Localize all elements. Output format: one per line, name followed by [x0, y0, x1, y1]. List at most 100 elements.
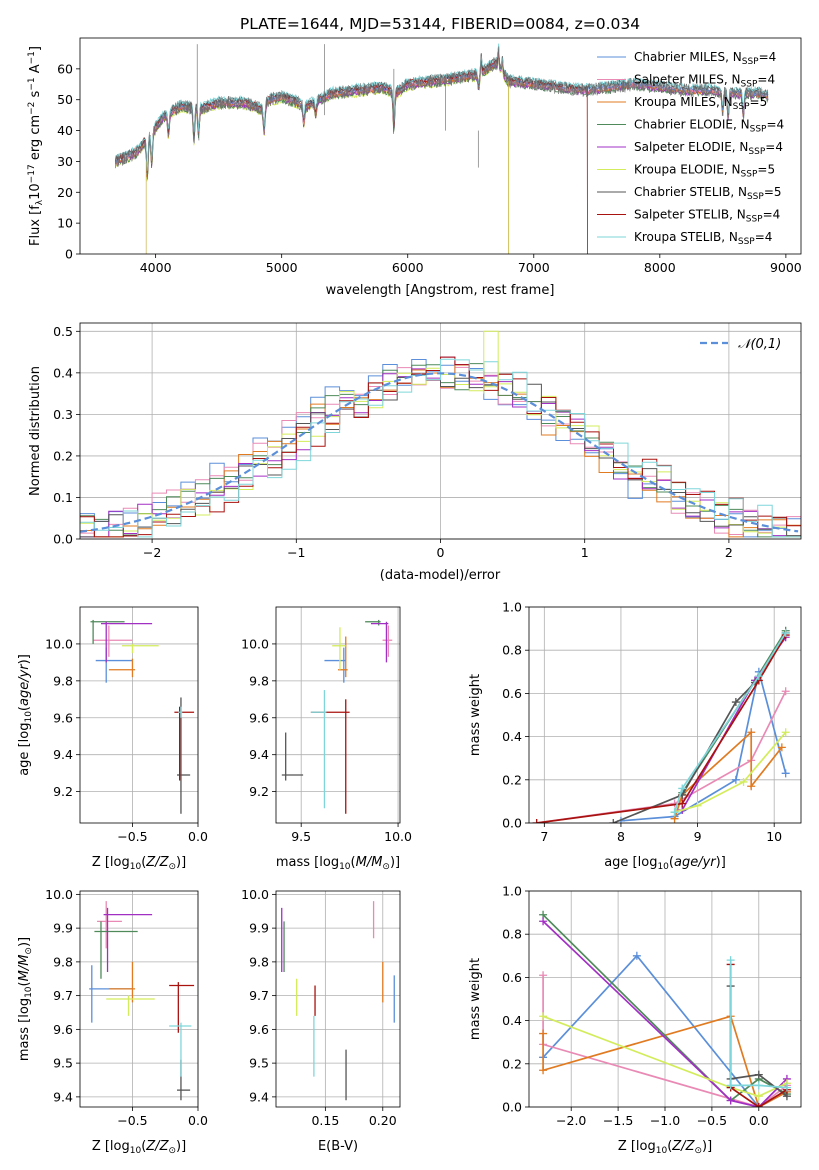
x-axis-label: wavelength [Angstrom, rest frame]	[326, 283, 555, 298]
weight-point-marker	[747, 728, 756, 737]
x-tick-label: −0.5	[117, 1113, 147, 1128]
legend-entry: Salpeter STELIB, NSSP=4	[634, 208, 780, 225]
normal-curve	[80, 372, 799, 533]
axes-frame	[275, 606, 401, 824]
legend-entry: Salpeter MILES, NSSP=4	[634, 73, 775, 90]
y-tick-label: 0.4	[53, 365, 73, 380]
histogram-step	[80, 358, 801, 538]
panel-mass-vs-ebv: 0.15 0.20 9.4 9.5 9.6 9.7 9.8 9.9 10.0 E(B-V)	[241, 887, 401, 1154]
panel-residual-hist: −2 −1 0 1 2 0.0 0.1 0.2 0.3 0.4 0.5 (data-model)/er…	[28, 322, 802, 583]
y-tick-label: 10.0	[241, 636, 269, 651]
y-tick-label: 0.2	[53, 448, 73, 463]
weight-point-marker	[726, 956, 735, 965]
y-tick-label: 9.6	[53, 1022, 73, 1037]
x-tick-label: 6000	[392, 260, 424, 275]
weight-point-marker	[678, 784, 687, 793]
weight-point-marker	[781, 728, 790, 737]
y-tick-label: 50	[57, 92, 73, 107]
y-tick-label: 9.7	[249, 988, 269, 1003]
y-tick-label: 0.0	[502, 816, 522, 831]
y-tick-label: 9.8	[53, 954, 73, 969]
weight-point-marker	[539, 1029, 548, 1038]
x-tick-label: 9.5	[291, 829, 311, 844]
x-tick-label: 2	[725, 545, 733, 560]
weight-point-marker	[539, 1012, 548, 1021]
y-tick-label: 9.9	[249, 921, 269, 936]
y-tick-label: 40	[57, 123, 73, 138]
panel-weight-vs-age: 7 8 9 10 0.0 0.2 0.4 0.6 0.8 1.0 age [log10(age/yr…	[468, 600, 802, 872]
panel-age-vs-mass: 9.5 10.0 9.2 9.4 9.6 9.8 10.0 mass [log10(M/M⊙)…	[241, 606, 412, 872]
x-tick-label: 9000	[770, 260, 802, 275]
weight-point-marker	[754, 1092, 763, 1101]
legend-entry: Kroupa MILES, NSSP=5	[634, 95, 767, 112]
y-tick-label: 10	[57, 216, 73, 231]
y-tick-label: 1.0	[502, 884, 522, 899]
weight-series-line	[729, 960, 787, 1089]
observed-spectrum-line	[115, 46, 769, 180]
weight-point-marker	[754, 1081, 763, 1090]
x-axis-label: Z [log10(Z/Z⊙)]	[618, 1139, 712, 1156]
plot-area	[281, 901, 395, 1101]
weight-series-line	[620, 671, 787, 822]
y-tick-label: 9.6	[249, 710, 269, 725]
x-tick-label: 10	[766, 829, 782, 844]
weight-series-line	[612, 632, 787, 823]
weight-series-line	[542, 920, 788, 1107]
y-axis-label: mass weight	[468, 674, 483, 756]
panel-mass-vs-z: −0.5 0.0 9.4 9.5 9.6 9.7 9.8 9.9 10.0 Z [log10(Z/…	[17, 887, 208, 1156]
y-tick-label: 9.7	[53, 988, 73, 1003]
weight-point-marker	[747, 782, 756, 791]
y-tick-label: 60	[57, 61, 73, 76]
x-axis-label: Z [log10(Z/Z⊙)]	[92, 1139, 186, 1156]
weight-point-marker	[781, 769, 790, 778]
x-tick-label: 8	[617, 829, 625, 844]
y-tick-label: 9.2	[249, 784, 269, 799]
weight-point-marker	[739, 777, 748, 786]
weight-point-marker	[781, 628, 790, 637]
y-tick-label: 0.6	[502, 970, 522, 985]
weight-series-line	[674, 731, 787, 814]
x-tick-label: −1.0	[650, 1113, 680, 1128]
x-tick-label: 0.0	[749, 1113, 769, 1128]
plot-area	[114, 43, 769, 254]
axes-frame	[79, 322, 802, 540]
y-axis-label: mass [log10(M/M⊙)]	[17, 937, 34, 1061]
y-tick-label: 0.4	[502, 1013, 522, 1028]
weight-point-marker	[532, 819, 541, 823]
y-tick-label: 30	[57, 154, 73, 169]
x-tick-label: 5000	[266, 260, 298, 275]
axes-frame	[528, 890, 802, 1108]
y-tick-label: 0.1	[53, 490, 73, 505]
y-tick-label: 0.4	[502, 729, 522, 744]
weight-point-marker	[609, 819, 618, 823]
legend: Chabrier MILES, NSSP=4 Salpeter MILES, NS…	[597, 50, 784, 247]
plot-area	[89, 901, 195, 1101]
plot-area	[80, 330, 801, 538]
x-tick-label: 7	[540, 829, 548, 844]
legend-entry: 𝒩(0,1)	[738, 337, 781, 352]
weight-point-marker	[539, 971, 548, 980]
axes-frame	[79, 890, 199, 1108]
y-tick-label: 0.8	[502, 643, 522, 658]
y-tick-label: 9.2	[53, 784, 73, 799]
x-tick-label: 0	[437, 545, 445, 560]
legend-entry: Chabrier MILES, NSSP=4	[634, 50, 776, 67]
weight-point-marker	[754, 1070, 763, 1079]
x-axis-label: E(B-V)	[318, 1139, 358, 1154]
x-axis-label: Z [log10(Z/Z⊙)]	[92, 855, 186, 872]
y-tick-label: 9.8	[249, 954, 269, 969]
weight-point-marker	[632, 951, 641, 960]
y-tick-label: 9.4	[53, 747, 73, 762]
x-tick-label: 0.20	[369, 1113, 397, 1128]
weight-point-marker	[670, 808, 679, 817]
x-tick-label: −1	[287, 545, 305, 560]
y-tick-label: 20	[57, 185, 73, 200]
x-tick-label: 9	[694, 829, 702, 844]
axes-frame	[79, 37, 802, 255]
weight-point-marker	[693, 801, 702, 810]
model-spectrum-line	[114, 56, 510, 254]
y-tick-label: 10.0	[241, 887, 269, 902]
x-tick-label: −2	[143, 545, 161, 560]
y-axis-label: mass weight	[468, 958, 483, 1040]
x-tick-label: 7000	[518, 260, 550, 275]
